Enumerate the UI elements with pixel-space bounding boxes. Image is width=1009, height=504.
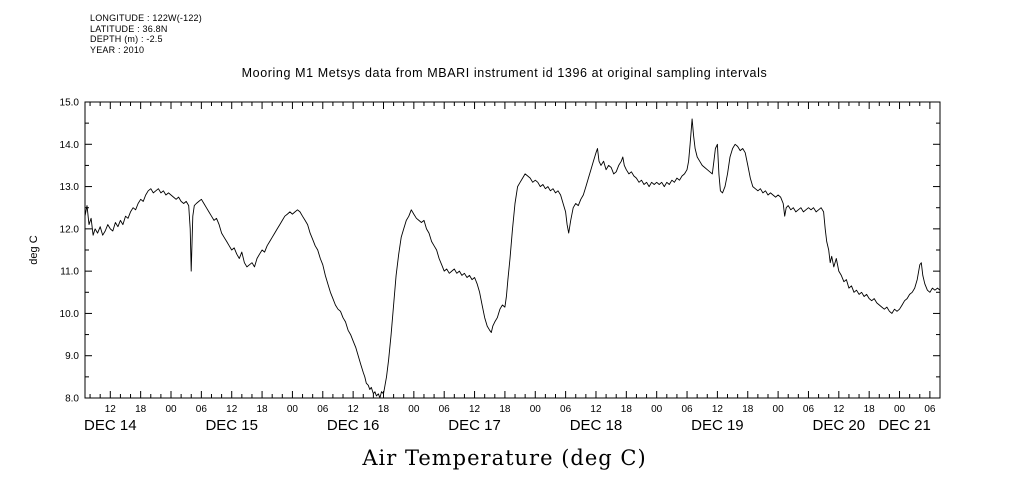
day-label: DEC 19 [691, 417, 744, 434]
day-label: DEC 18 [570, 417, 623, 434]
y-tick-label: 10.0 [60, 309, 80, 320]
temperature-line [84, 118, 941, 399]
day-label: DEC 20 [813, 417, 866, 434]
y-tick-label: 12.0 [60, 224, 80, 235]
metadata-block: LONGITUDE : 122W(-122) LATITUDE : 36.8N … [90, 13, 202, 55]
day-label: DEC 14 [84, 417, 137, 434]
x-hour-tick-label: 18 [499, 404, 511, 415]
x-hour-tick-label: 00 [165, 404, 177, 415]
x-hour-tick-label: 06 [196, 404, 208, 415]
x-hour-tick-label: 00 [287, 404, 299, 415]
day-label: DEC 15 [205, 417, 258, 434]
y-tick-label: 8.0 [65, 394, 79, 405]
x-axis-title: Air Temperature (deg C) [362, 446, 647, 470]
x-hour-tick-label: 06 [681, 404, 693, 415]
x-hour-tick-label: 12 [105, 404, 117, 415]
x-hour-tick-label: 18 [742, 404, 754, 415]
x-hour-tick-label: 12 [833, 404, 845, 415]
y-tick-label: 15.0 [60, 98, 80, 109]
x-hour-tick-label: 18 [378, 404, 390, 415]
plot-title: Mooring M1 Metsys data from MBARI instru… [241, 66, 768, 80]
metadata-depth: DEPTH (m) : -2.5 [90, 34, 163, 44]
day-label: DEC 16 [327, 417, 380, 434]
x-hour-tick-label: 12 [226, 404, 238, 415]
x-hour-tick-label: 18 [621, 404, 633, 415]
day-label: DEC 17 [448, 417, 501, 434]
x-hour-tick-label: 00 [408, 404, 420, 415]
metadata-longitude: LONGITUDE : 122W(-122) [90, 13, 202, 23]
axis-ticks [85, 101, 941, 399]
x-hour-tick-label: 12 [348, 404, 360, 415]
x-hour-tick-label: 00 [894, 404, 906, 415]
axis-tick-labels: 8.0 9.0 10.0 11.0 12.0 13.0 14.0 15.0 12 18 00 06 12… [28, 98, 936, 435]
y-axis-title: deg C [28, 235, 40, 264]
x-hour-tick-label: 06 [924, 404, 936, 415]
x-hour-tick-label: 18 [864, 404, 876, 415]
y-tick-label: 9.0 [65, 351, 79, 362]
y-tick-label: 13.0 [60, 182, 80, 193]
x-hour-tick-label: 18 [257, 404, 269, 415]
x-hour-tick-label: 06 [439, 404, 451, 415]
axis-frame [84, 101, 941, 399]
x-hour-tick-label: 06 [560, 404, 572, 415]
x-hour-tick-label: 00 [651, 404, 663, 415]
metadata-year: YEAR : 2010 [90, 44, 145, 55]
x-hour-tick-label: 00 [773, 404, 785, 415]
y-tick-label: 11.0 [60, 267, 79, 278]
x-hour-tick-label: 18 [135, 404, 147, 415]
x-hour-tick-label: 00 [530, 404, 542, 415]
x-hour-tick-label: 06 [317, 404, 329, 415]
x-hour-tick-label: 12 [469, 404, 481, 415]
y-tick-label: 14.0 [60, 140, 80, 151]
x-hour-tick-label: 06 [803, 404, 815, 415]
x-hour-tick-label: 12 [590, 404, 602, 415]
x-hour-tick-label: 12 [712, 404, 724, 415]
day-label: DEC 21 [878, 417, 931, 434]
metadata-latitude: LATITUDE : 36.8N [90, 23, 168, 34]
